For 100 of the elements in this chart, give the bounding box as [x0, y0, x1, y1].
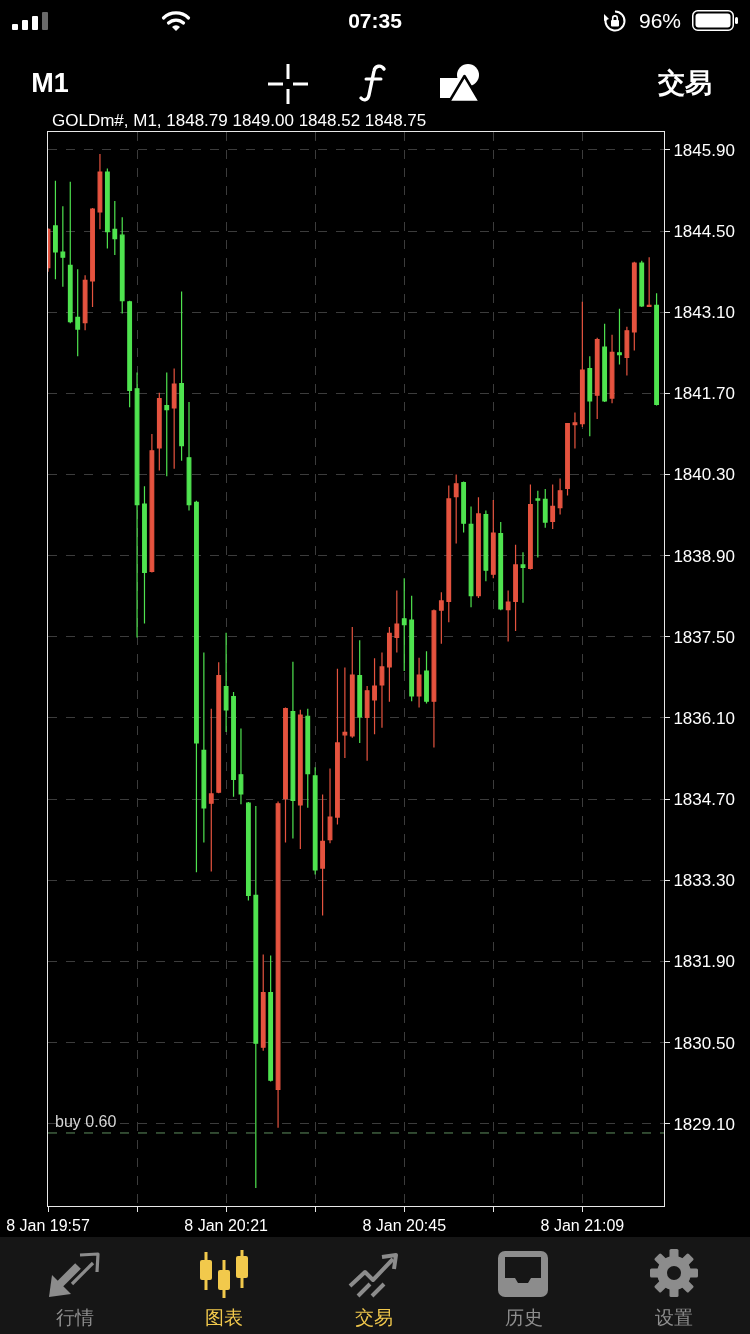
candlestick: [646, 256, 652, 308]
candlestick: [476, 496, 481, 599]
candlestick: [75, 268, 81, 357]
chart-title: GOLDm#, M1, 1848.79 1849.00 1848.52 1848.75: [52, 111, 427, 130]
candlestick: [253, 805, 259, 1189]
candlestick: [171, 367, 177, 470]
candlestick: [513, 544, 518, 632]
candlestick: [60, 205, 66, 288]
candlestick: [53, 180, 58, 280]
candlestick: [654, 292, 659, 407]
x-tick-label: 8 Jan 19:57: [6, 1217, 90, 1235]
y-tick-label: 1830.50: [673, 1033, 735, 1053]
candlestick: [127, 300, 133, 408]
candlestick: [349, 626, 355, 739]
text: 96%: [638, 9, 682, 33]
ref-line-label: buy 0.60: [55, 1113, 117, 1130]
candlestick: [438, 591, 444, 645]
candlestick: [112, 200, 118, 256]
candlestick: [602, 323, 608, 403]
text: 设置: [655, 1306, 693, 1329]
candlestick: [164, 371, 170, 477]
candlestick: [357, 639, 363, 744]
candlestick: [268, 955, 274, 1082]
candlestick: [557, 478, 563, 516]
candlestick: [231, 691, 236, 798]
candlestick: [431, 608, 437, 749]
candlestick: [617, 308, 622, 366]
candlestick: [245, 801, 251, 902]
candlestick: [631, 261, 637, 352]
y-tick-label: 1845.90: [673, 140, 735, 160]
y-tick-label: 1833.30: [673, 871, 735, 891]
candlestick: [305, 708, 311, 809]
text: 图表: [205, 1306, 243, 1329]
candlestick: [90, 207, 95, 308]
y-tick-label: 1831.90: [673, 952, 735, 972]
y-tick-label: 1836.10: [673, 708, 735, 728]
candlestick: [498, 521, 504, 611]
candlestick: [550, 483, 556, 530]
candlestick: [201, 651, 207, 844]
candlestick: [364, 685, 370, 762]
y-tick-label: 1838.90: [673, 546, 735, 566]
text: M1: [31, 68, 69, 99]
text: 行情: [56, 1306, 94, 1329]
candlestick: [624, 326, 630, 377]
y-tick-label: 1837.50: [673, 627, 735, 647]
candlestick: [424, 650, 429, 705]
candlestick: [594, 337, 600, 420]
candlestick: [216, 661, 222, 794]
y-tick-label: 1844.50: [673, 222, 735, 242]
candlestick: [579, 301, 585, 428]
candlestick: [119, 216, 125, 315]
candlestick: [609, 334, 615, 404]
candlestick: [283, 706, 288, 844]
candlestick: [186, 401, 192, 512]
candlestick: [372, 657, 377, 735]
candlestick: [67, 181, 73, 324]
candlestick: [505, 589, 511, 643]
candlestick: [461, 480, 467, 534]
candlestick: [290, 661, 296, 840]
x-tick-label: 8 Jan 21:09: [540, 1217, 625, 1235]
candlestick: [386, 626, 392, 703]
y-tick-label: 1834.70: [673, 790, 735, 810]
text: 07:35: [348, 9, 402, 33]
candlestick: [587, 355, 593, 437]
candlestick: [565, 422, 570, 497]
candlestick: [275, 800, 281, 1129]
candlestick: [453, 473, 459, 545]
candlestick: [327, 767, 333, 844]
text: 历史: [505, 1306, 543, 1329]
candlestick: [572, 411, 578, 450]
text: 交易: [355, 1306, 393, 1329]
candlestick: [401, 577, 407, 672]
candlestick: [149, 433, 155, 574]
y-tick-label: 1829.10: [673, 1114, 735, 1134]
x-tick-label: 8 Jan 20:45: [362, 1217, 447, 1235]
candlestick: [208, 708, 214, 873]
candlestick: [542, 488, 548, 529]
candlestick: [82, 274, 88, 331]
candlestick: [335, 668, 340, 826]
candlestick: [223, 632, 229, 733]
candlestick: [320, 793, 326, 917]
candlestick: [468, 505, 474, 608]
y-tick-label: 1840.30: [673, 465, 735, 485]
candlestick: [238, 727, 244, 805]
x-tick-label: 8 Jan 20:21: [184, 1217, 269, 1235]
candlestick: [379, 651, 385, 729]
y-tick-label: 1843.10: [673, 303, 735, 323]
candlestick: [312, 766, 318, 876]
candlestick: [260, 953, 266, 1052]
candlestick: [409, 595, 415, 702]
candlestick: [142, 485, 147, 625]
candlestick: [179, 290, 185, 462]
candlestick: [490, 499, 496, 579]
candlestick: [446, 484, 452, 623]
candlestick: [639, 260, 645, 308]
candlestick: [527, 483, 533, 571]
candlestick: [520, 551, 526, 604]
candlestick: [134, 371, 140, 639]
candlestick: [97, 153, 103, 230]
candlestick: [416, 657, 422, 709]
